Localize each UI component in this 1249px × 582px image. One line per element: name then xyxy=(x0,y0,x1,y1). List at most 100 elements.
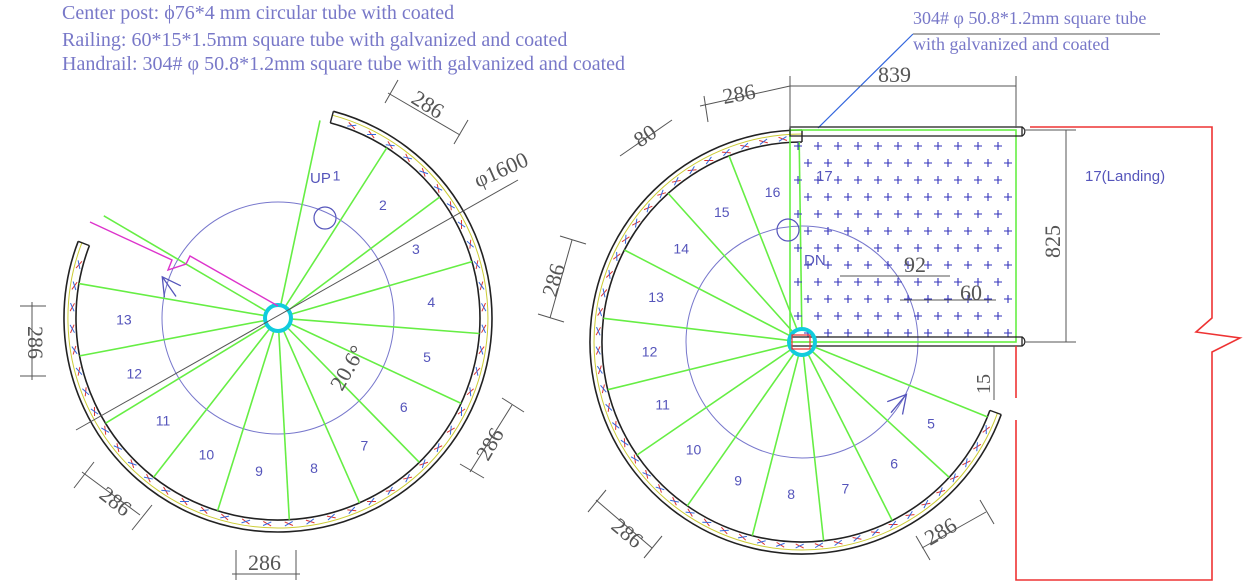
hatch-cross xyxy=(824,227,832,235)
svg-text:15: 15 xyxy=(973,374,995,394)
left-rail-outer xyxy=(63,110,493,533)
svg-text:825: 825 xyxy=(1040,225,1065,258)
left-baluster xyxy=(113,443,123,453)
hatch-cross xyxy=(984,261,992,269)
left-dim-right: 286 xyxy=(459,397,525,479)
floor-opening-outline xyxy=(1015,126,1243,581)
left-tread-line xyxy=(78,282,265,317)
left-tread-line xyxy=(278,331,291,520)
left-tread-line xyxy=(284,147,388,307)
left-dim-bottom: 286 xyxy=(232,550,300,580)
svg-text:286: 286 xyxy=(537,261,570,300)
hatch-cross xyxy=(964,159,972,167)
right-baluster xyxy=(973,442,982,452)
left-baluster xyxy=(90,407,99,416)
hatch-cross xyxy=(994,142,1002,150)
hatch-cross xyxy=(974,210,982,218)
right-step-number: 5 xyxy=(927,416,935,432)
svg-text:286: 286 xyxy=(95,481,136,521)
hatch-cross xyxy=(994,278,1002,286)
right-baluster xyxy=(595,326,601,336)
hatch-cross xyxy=(844,227,852,235)
svg-text:286: 286 xyxy=(248,550,281,575)
hatch-cross xyxy=(854,244,862,252)
right-tread-line xyxy=(807,354,893,521)
hatch-cross xyxy=(994,312,1002,320)
right-tread-line xyxy=(728,155,798,330)
hatch-cross xyxy=(924,295,932,303)
right-baluster xyxy=(756,538,766,546)
hatch-cross xyxy=(954,278,962,286)
right-baluster xyxy=(949,473,959,483)
right-baluster xyxy=(921,499,931,509)
hatch-cross xyxy=(804,193,812,201)
svg-text:839: 839 xyxy=(878,62,911,87)
right-tread-line xyxy=(603,317,789,342)
right-dn-label: DN xyxy=(804,252,826,269)
hatch-cross xyxy=(1004,261,1012,269)
right-baluster xyxy=(905,511,915,520)
left-tread-line xyxy=(280,120,321,305)
hatch-cross xyxy=(884,329,892,337)
hatch-cross xyxy=(794,210,802,218)
left-baluster xyxy=(433,443,443,453)
left-baluster xyxy=(75,366,83,376)
left-tread-lines xyxy=(78,120,480,520)
hatch-cross xyxy=(994,176,1002,184)
right-baluster xyxy=(740,142,750,150)
hatch-cross xyxy=(834,244,842,252)
left-baluster xyxy=(419,167,429,177)
right-baluster xyxy=(596,365,603,375)
right-baluster xyxy=(719,526,729,535)
hatch-cross xyxy=(824,329,832,337)
left-tread-line xyxy=(79,319,265,357)
note-center-post: Center post: ϕ76*4 mm circular tube with… xyxy=(62,2,454,24)
right-baluster xyxy=(738,533,747,541)
left-baluster xyxy=(446,201,455,211)
hatch-cross xyxy=(1004,329,1012,337)
left-rail-cap xyxy=(329,111,335,124)
right-baluster xyxy=(704,156,714,165)
left-tread-line xyxy=(105,324,267,424)
left-baluster xyxy=(101,425,110,435)
hatch-cross xyxy=(914,176,922,184)
left-break-line xyxy=(89,221,279,307)
right-plan: 5 6 7 8 9 10 11 12 13 14 15 16 17(Landing) 17 DN 83… xyxy=(537,62,1243,581)
hatch-cross xyxy=(844,329,852,337)
left-baluster xyxy=(473,260,481,270)
svg-text:60: 60 xyxy=(960,280,982,305)
right-dim-286-left: 286 xyxy=(537,235,587,323)
left-step-number: 4 xyxy=(427,294,435,310)
landing-hatch xyxy=(794,142,1012,337)
hatch-cross xyxy=(854,278,862,286)
hatch-cross xyxy=(984,193,992,201)
hatch-cross xyxy=(884,193,892,201)
hatch-cross xyxy=(814,312,822,320)
right-rail-outer xyxy=(589,129,1002,555)
right-baluster xyxy=(778,136,788,142)
right-baluster xyxy=(833,539,843,546)
left-dim-top: 286 xyxy=(384,79,469,145)
hatch-cross xyxy=(844,295,852,303)
left-step-number: 12 xyxy=(127,366,143,382)
right-dim-286-bottom-left: 286 xyxy=(587,489,663,559)
hatch-cross xyxy=(914,278,922,286)
left-rail-cap xyxy=(77,240,90,247)
left-baluster xyxy=(199,506,209,514)
hatch-cross xyxy=(814,278,822,286)
hatch-cross xyxy=(894,278,902,286)
svg-text:286: 286 xyxy=(721,79,758,109)
hatch-cross xyxy=(954,312,962,320)
hatch-cross xyxy=(984,159,992,167)
left-baluster xyxy=(82,387,90,397)
hatch-cross xyxy=(874,210,882,218)
right-baluster xyxy=(605,402,613,412)
right-dim-60: 60 xyxy=(900,280,996,305)
right-tread-line xyxy=(751,355,800,536)
right-dim-92: 92 xyxy=(840,252,950,277)
hatch-cross xyxy=(874,278,882,286)
hatch-cross xyxy=(794,176,802,184)
right-baluster xyxy=(776,541,785,548)
hatch-cross xyxy=(974,244,982,252)
left-baluster xyxy=(69,302,75,312)
